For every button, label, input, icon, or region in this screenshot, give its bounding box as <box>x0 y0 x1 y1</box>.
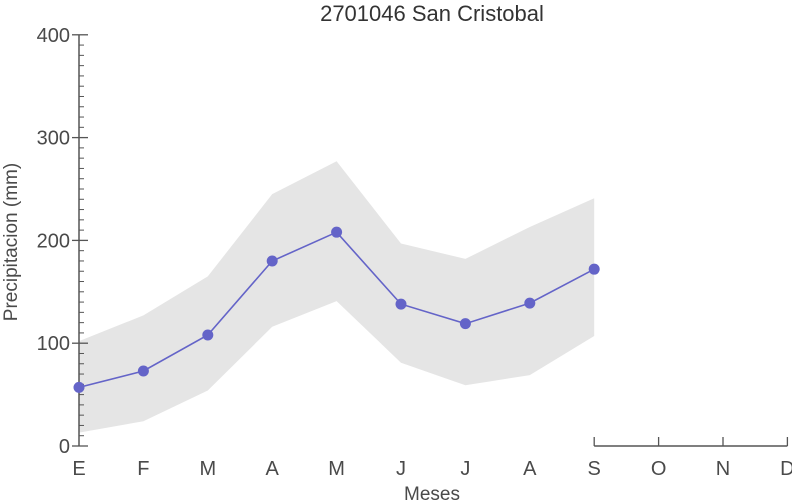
axes-layer: 0 100 200 300 400 E F M A M J J A S O N D <box>37 25 792 480</box>
series-layer <box>73 226 600 393</box>
x-axis-label: Meses <box>404 484 460 503</box>
chart-title: 2701046 San Cristobal <box>320 1 544 26</box>
x-tick-label: N <box>716 458 730 480</box>
data-point <box>266 255 278 267</box>
x-tick-label: M <box>199 458 216 480</box>
x-tick-label: J <box>460 458 470 480</box>
y-tick-label: 0 <box>59 436 70 458</box>
x-tick-label: A <box>266 458 280 480</box>
y-tick-label: 300 <box>37 128 70 150</box>
data-point <box>137 365 149 377</box>
x-tick-label: F <box>137 458 149 480</box>
data-point <box>524 297 536 309</box>
data-point <box>202 329 214 341</box>
x-tick-label: J <box>396 458 406 480</box>
x-tick-label: S <box>588 458 601 480</box>
x-tick-label: E <box>72 458 85 480</box>
x-tick-label: M <box>328 458 345 480</box>
y-tick-label: 400 <box>37 25 70 47</box>
x-tick-label: D <box>780 458 792 480</box>
y-tick-label: 200 <box>37 230 70 252</box>
y-axis-label: Precipitacion (mm) <box>1 163 22 321</box>
uncertainty-band-layer <box>79 161 595 433</box>
y-tick-label: 100 <box>37 333 70 355</box>
data-point <box>588 263 600 275</box>
uncertainty-band <box>79 161 595 433</box>
data-point <box>459 318 471 330</box>
x-tick-label: O <box>651 458 667 480</box>
data-point <box>73 381 85 393</box>
data-point <box>331 226 343 238</box>
data-point <box>395 298 407 310</box>
x-tick-label: A <box>523 458 537 480</box>
